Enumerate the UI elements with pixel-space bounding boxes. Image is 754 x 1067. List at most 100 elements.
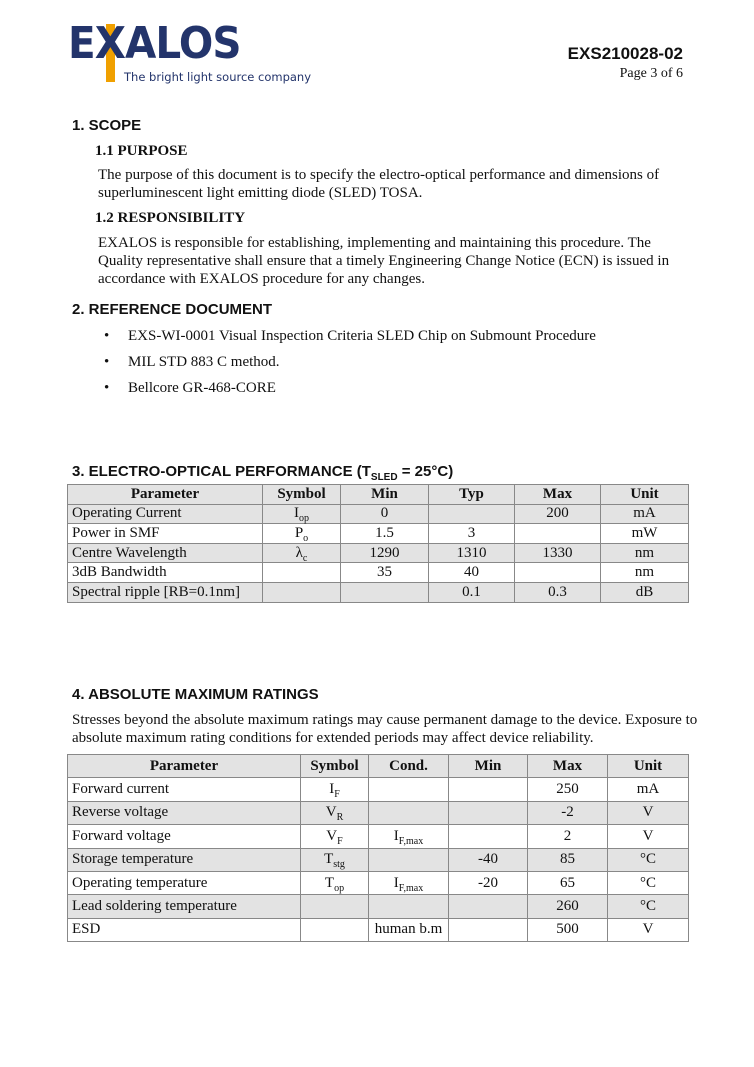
column-header: Min: [448, 753, 528, 779]
cell-param-text: Operating Current: [72, 505, 182, 522]
cell-min: [448, 800, 528, 826]
cell-unit-text: mA: [636, 781, 660, 798]
cell-max: 260: [527, 894, 608, 919]
column-header-text: Symbol: [277, 485, 326, 502]
cell-cond-subscript: F,max: [398, 835, 424, 847]
heading-text: = 25°C): [397, 463, 454, 480]
cell-param: Power in SMF: [67, 523, 263, 544]
cell-max: 500: [527, 917, 608, 943]
cell-typ-text: 1310: [456, 544, 487, 561]
cell-param: Lead soldering temperature: [67, 894, 301, 919]
cell-sym: Tstg: [300, 847, 369, 872]
cell-sym: λc: [262, 542, 341, 564]
exalos-logo: EXALOS The bright light source company: [68, 22, 328, 86]
cell-param-text: ESD: [72, 921, 101, 938]
column-header: Max: [527, 753, 608, 779]
cell-param: Operating Current: [67, 503, 263, 525]
cell-typ-text: 0.1: [462, 583, 481, 600]
cell-unit: °C: [607, 870, 689, 896]
cell-min: 0: [340, 503, 429, 525]
cell-min: -20: [448, 870, 528, 896]
cell-param-text: Forward voltage: [72, 827, 171, 844]
cell-param-text: Spectral ripple [RB=0.1nm]: [72, 583, 241, 600]
cell-unit: nm: [600, 542, 689, 564]
cell-sym: [300, 894, 369, 919]
ratings-table: Parameter Symbol Cond. Min Max Unit Forward cu…: [67, 753, 689, 943]
table-row: 3dB Bandwidth 35 40 nm: [67, 562, 689, 583]
cell-typ: 3: [428, 523, 515, 544]
cell-unit: mA: [607, 777, 689, 802]
cell-param: Spectral ripple [RB=0.1nm]: [67, 581, 263, 603]
cell-sym-subscript: o: [303, 532, 309, 544]
cell-sym-subscript: stg: [333, 859, 345, 871]
cell-unit: V: [607, 917, 689, 943]
cell-sym: Po: [262, 523, 341, 544]
cell-param-text: Reverse voltage: [72, 804, 169, 821]
logo-tagline: The bright light source company: [124, 70, 312, 84]
column-header-text: Min: [371, 485, 398, 502]
cell-cond: [368, 894, 449, 919]
cell-unit: V: [607, 824, 689, 849]
cell-unit-text: V: [642, 804, 654, 821]
column-header-text: Max: [542, 485, 573, 502]
cell-max: 250: [527, 777, 608, 802]
column-header: Min: [340, 484, 429, 505]
cell-min-text: 1.5: [375, 524, 394, 541]
ratings-heading: 4. ABSOLUTE MAXIMUM RATINGS: [72, 686, 319, 703]
cell-max: 2: [527, 824, 608, 849]
cell-sym-text: I: [329, 781, 335, 798]
cell-unit-text: mW: [631, 524, 658, 541]
cell-min: [448, 777, 528, 802]
cell-sym: [262, 581, 341, 603]
column-header: Unit: [600, 484, 689, 505]
table-row: Storage temperature Tstg -40 85 °C: [67, 847, 689, 872]
cell-min: [448, 917, 528, 943]
cell-param-text: Operating temperature: [72, 874, 208, 891]
cell-unit-text: °C: [639, 898, 656, 915]
cell-sym: IF: [300, 777, 369, 802]
cell-max-text: 2: [563, 827, 572, 844]
table-row: Forward voltage VF IF,max 2 V: [67, 824, 689, 849]
cell-min: 1290: [340, 542, 429, 564]
scope-heading: 1. SCOPE: [72, 117, 142, 134]
column-header-text: Parameter: [149, 757, 219, 774]
reference-item: Bellcore GR-468-CORE: [104, 379, 596, 405]
column-header: Typ: [428, 484, 515, 505]
cell-unit-text: V: [642, 921, 654, 938]
cell-param: ESD: [67, 917, 301, 943]
cell-sym-subscript: c: [302, 552, 308, 564]
cell-cond: human b.m: [368, 917, 449, 943]
ratings-text: Stresses beyond the absolute maximum rat…: [72, 712, 698, 746]
logo-wordmark: EXALOS: [68, 18, 242, 69]
cell-cond: [368, 800, 449, 826]
column-header-text: Min: [474, 757, 502, 774]
cell-max: 200: [514, 503, 601, 525]
column-header: Unit: [607, 753, 689, 779]
column-header-text: Unit: [633, 757, 663, 774]
responsibility-text: EXALOS is responsible for establishing, …: [98, 235, 670, 287]
cell-max: 85: [527, 847, 608, 872]
column-header: Symbol: [262, 484, 341, 505]
cell-unit-text: dB: [635, 583, 654, 600]
cell-sym-subscript: op: [334, 882, 345, 894]
cell-sym: [262, 562, 341, 583]
cell-max: 1330: [514, 542, 601, 564]
cell-cond: IF,max: [368, 870, 449, 896]
cell-sym: VR: [300, 800, 369, 826]
purpose-heading: 1.1 PURPOSE: [95, 143, 188, 159]
table-row: Power in SMF Po 1.5 3 mW: [67, 523, 689, 544]
cell-param-text: Centre Wavelength: [72, 544, 187, 561]
cell-min: [448, 894, 528, 919]
heading-subscript: SLED: [370, 472, 398, 483]
cell-max: [514, 562, 601, 583]
cell-sym-text: V: [326, 827, 338, 844]
cell-sym-text: T: [324, 851, 334, 868]
column-header-text: Symbol: [310, 757, 359, 774]
reference-item: EXS-WI-0001 Visual Inspection Criteria S…: [104, 327, 596, 353]
cell-unit: mW: [600, 523, 689, 544]
column-header: Max: [514, 484, 601, 505]
table-row: Operating Current Iop 0 200 mA: [67, 503, 689, 525]
table-row: ESD human b.m 500 V: [67, 917, 689, 943]
cell-max-text: 500: [556, 921, 579, 938]
cell-max-text: 85: [560, 851, 575, 868]
